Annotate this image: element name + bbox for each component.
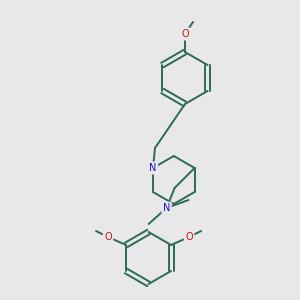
Text: O: O (181, 29, 189, 39)
Text: O: O (185, 232, 193, 242)
Text: N: N (149, 163, 157, 173)
Text: N: N (163, 203, 170, 213)
Text: O: O (104, 232, 112, 242)
